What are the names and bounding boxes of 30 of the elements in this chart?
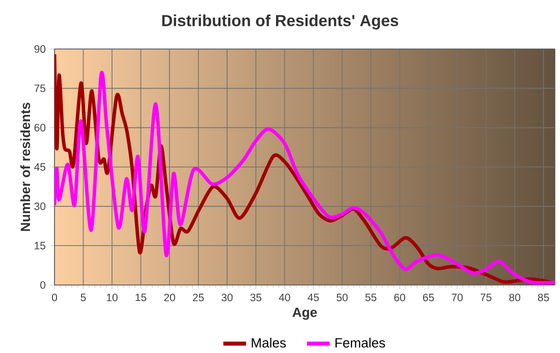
- legend-label: Females: [335, 338, 386, 348]
- x-tick-label: 10: [106, 294, 118, 302]
- x-tick-label: 15: [136, 294, 146, 302]
- x-tick-label: 50: [336, 294, 348, 302]
- x-tick-label: 60: [394, 294, 406, 302]
- x-tick-label: 70: [452, 294, 463, 302]
- y-axis-title: Number of residents: [20, 102, 30, 231]
- x-tick-label: 30: [222, 294, 233, 302]
- x-tick-label: 25: [192, 294, 204, 302]
- x-tick-label: 45: [308, 294, 319, 302]
- x-tick-label: 75: [480, 294, 492, 302]
- y-tick-label: 15: [34, 242, 46, 250]
- x-tick-label: 85: [538, 294, 549, 302]
- x-tick-label: 80: [509, 294, 520, 302]
- x-tick-label: 40: [278, 294, 290, 302]
- x-tick-label: 55: [365, 294, 376, 302]
- y-tick-label: 0: [40, 281, 46, 289]
- x-tick-label: 35: [250, 294, 262, 302]
- legend-label: Males: [252, 338, 286, 348]
- y-tick-label: 90: [34, 45, 46, 53]
- y-tick-label: 45: [34, 163, 46, 171]
- y-tick-label: 75: [34, 84, 46, 92]
- y-tick-label: 60: [34, 124, 46, 132]
- x-axis-title: Age: [292, 308, 317, 320]
- x-tick-label: 5: [80, 294, 86, 302]
- x-tick-label: 0: [52, 294, 58, 302]
- y-tick-label: 30: [34, 202, 46, 210]
- x-tick-label: 20: [164, 294, 176, 302]
- chart-title: Distribution of Residents' Ages: [162, 14, 398, 30]
- x-tick-label: 65: [423, 294, 434, 302]
